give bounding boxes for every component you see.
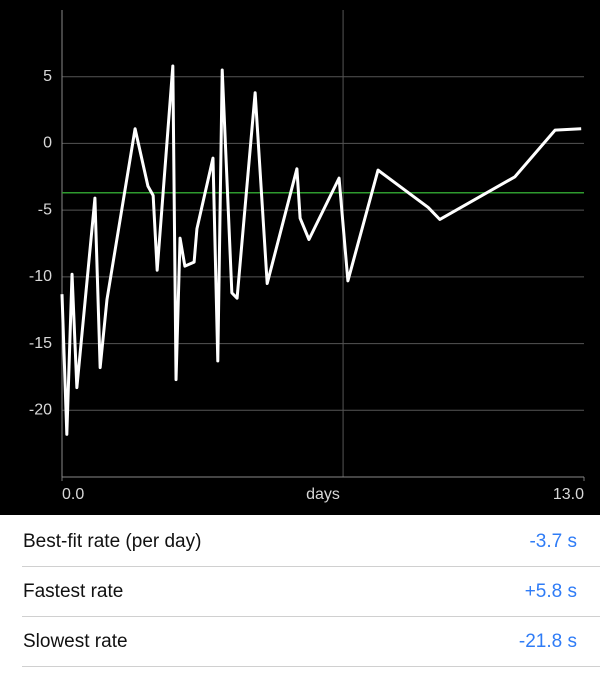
- stat-label: Fastest rate: [23, 581, 124, 602]
- data-line: [60, 64, 582, 436]
- stat-label: Best-fit rate (per day): [23, 531, 202, 552]
- y-tick-label: 0: [43, 135, 52, 152]
- divider: [22, 666, 600, 667]
- y-tick-label: -15: [29, 335, 52, 352]
- stats-row: Fastest rate +5.8 s: [0, 567, 600, 617]
- y-tick-label: -10: [29, 268, 52, 285]
- divider: [22, 616, 600, 617]
- stat-value: -21.8 s: [518, 631, 577, 652]
- y-tick-label: -20: [29, 402, 52, 419]
- y-tick-label: 5: [43, 68, 52, 85]
- stats-row: Best-fit rate (per day) -3.7 s: [0, 517, 600, 567]
- divider: [22, 566, 600, 567]
- stat-value: +5.8 s: [524, 581, 577, 602]
- x-axis-label: days: [306, 486, 340, 503]
- y-tick-label: -5: [38, 201, 52, 218]
- x-tick-label: 0.0: [62, 486, 84, 503]
- x-tick-label: 13.0: [553, 486, 584, 503]
- stat-value: -3.7 s: [529, 531, 577, 552]
- stat-label: Slowest rate: [23, 631, 128, 652]
- stats-row: Slowest rate -21.8 s: [0, 617, 600, 667]
- chart: days -20 -15 -10 -5 0 5 0.0 13.0: [0, 0, 600, 515]
